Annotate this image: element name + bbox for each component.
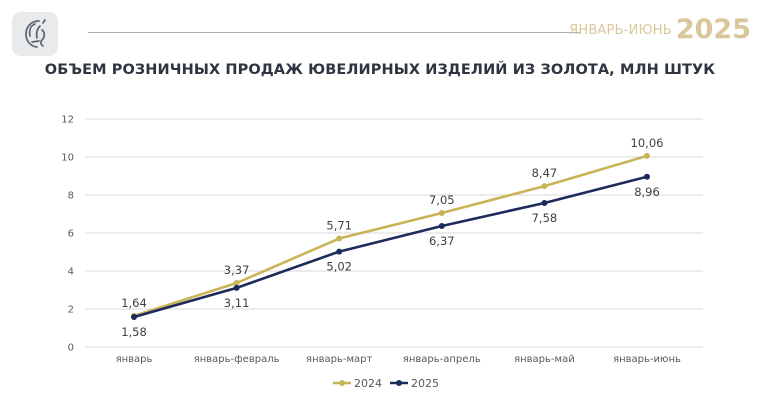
legend-marker-2024 bbox=[339, 380, 345, 386]
x-tick-label: январь-март bbox=[306, 354, 372, 365]
data-label-2025: 6,37 bbox=[429, 234, 455, 248]
data-point-2024 bbox=[644, 152, 650, 159]
data-label-2024: 8,47 bbox=[532, 166, 558, 180]
data-label-2024: 7,05 bbox=[429, 193, 455, 207]
y-tick-label: 8 bbox=[68, 191, 74, 202]
period-year: 2025 bbox=[675, 14, 751, 45]
data-point-2025 bbox=[438, 222, 445, 229]
data-point-2025 bbox=[233, 284, 240, 291]
data-label-2025: 7,58 bbox=[532, 211, 558, 225]
data-label-2025: 1,58 bbox=[121, 325, 147, 339]
y-tick-label: 12 bbox=[61, 115, 74, 126]
x-tick-label: январь bbox=[116, 354, 153, 365]
legend-label-2025: 2025 bbox=[411, 377, 439, 390]
data-point-2024 bbox=[336, 235, 343, 242]
data-label-2024: 5,71 bbox=[326, 219, 352, 233]
y-tick-label: 4 bbox=[68, 267, 74, 278]
data-label-2025: 5,02 bbox=[326, 260, 352, 274]
chart-title: ОБЪЕМ РОЗНИЧНЫХ ПРОДАЖ ЮВЕЛИРНЫХ ИЗДЕЛИЙ… bbox=[44, 62, 716, 78]
x-tick-label: январь-июнь bbox=[613, 354, 681, 365]
logo-emblem-icon bbox=[25, 19, 46, 48]
series-line-2024 bbox=[132, 154, 649, 318]
data-point-2025 bbox=[541, 199, 548, 206]
data-point-2024 bbox=[233, 279, 240, 286]
y-tick-label: 6 bbox=[68, 229, 74, 240]
header-rule bbox=[88, 32, 580, 33]
period-label: ЯНВАРЬ-ИЮНЬ bbox=[569, 23, 672, 38]
logo bbox=[12, 12, 58, 56]
data-point-2024 bbox=[541, 183, 548, 190]
data-label-2024: 3,37 bbox=[224, 263, 250, 277]
period-badge: ЯНВАРЬ-ИЮНЬ 2025 bbox=[569, 14, 751, 45]
legend-marker-2025 bbox=[396, 380, 402, 386]
x-tick-label: январь-май bbox=[514, 354, 575, 365]
y-tick-label: 2 bbox=[68, 305, 74, 316]
data-point-2025 bbox=[131, 313, 137, 320]
data-point-2025 bbox=[644, 173, 650, 180]
data-point-2025 bbox=[336, 248, 343, 255]
data-label-2025: 8,96 bbox=[634, 185, 660, 199]
data-label-2024: 10,06 bbox=[631, 136, 664, 150]
y-tick-label: 10 bbox=[61, 153, 74, 164]
data-label-2024: 1,64 bbox=[121, 296, 147, 310]
y-tick-label: 0 bbox=[68, 343, 74, 354]
legend-label-2024: 2024 bbox=[354, 377, 382, 390]
data-point-2024 bbox=[438, 210, 445, 217]
series-line-2025 bbox=[132, 175, 649, 319]
data-label-2025: 3,11 bbox=[224, 296, 250, 310]
x-tick-label: январь-апрель bbox=[403, 354, 481, 365]
x-tick-label: январь-февраль bbox=[194, 354, 280, 365]
